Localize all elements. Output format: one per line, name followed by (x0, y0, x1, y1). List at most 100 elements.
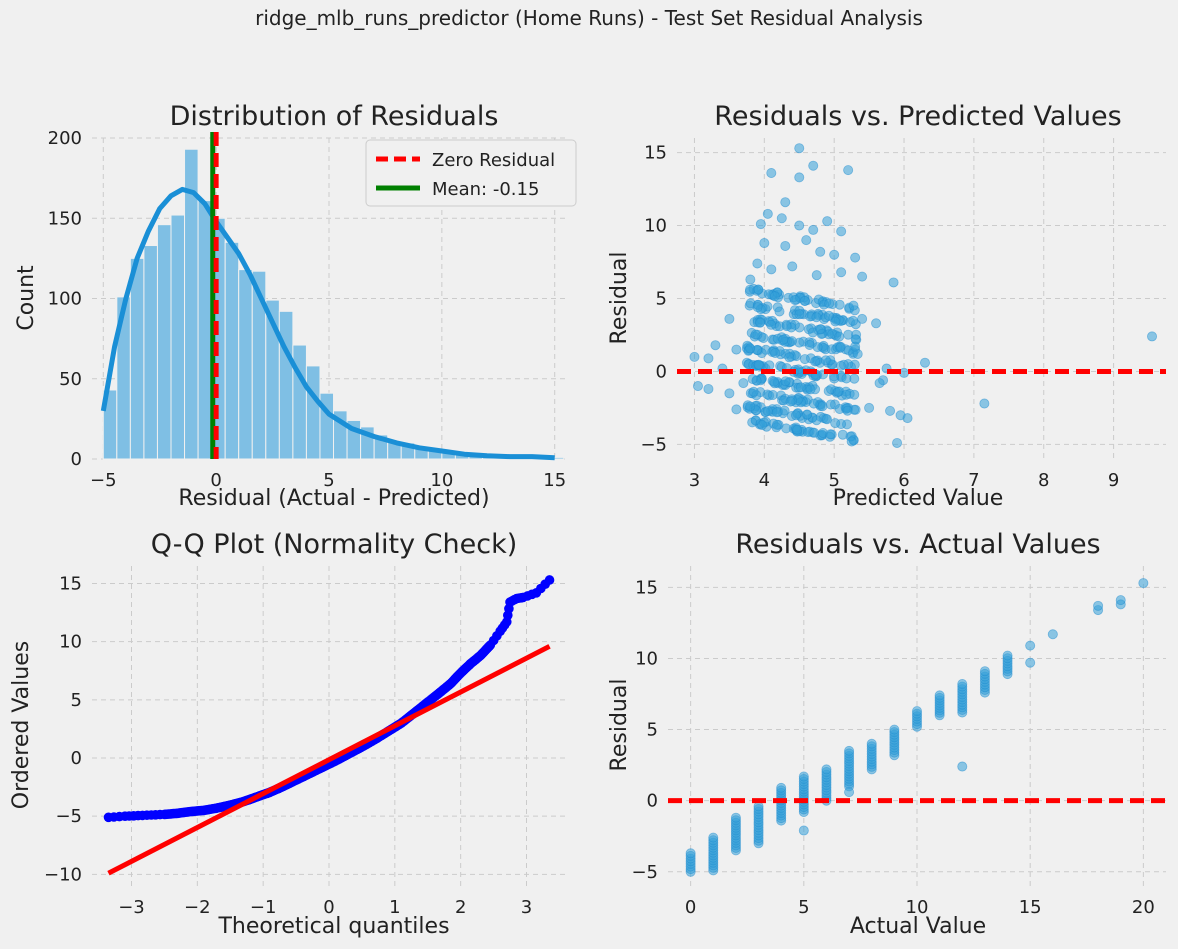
x-tick-label: 0 (685, 897, 696, 918)
residual-point (1115, 595, 1126, 606)
residual-point (745, 401, 756, 412)
residual-point (799, 354, 810, 365)
residuals-vs-predicted-x-label: Predicted Value (833, 486, 1004, 511)
residual-point (815, 246, 826, 257)
residual-point (810, 356, 821, 367)
residual-point (780, 376, 791, 387)
residual-point (769, 376, 780, 387)
histogram-bar (305, 365, 321, 460)
residual-point (1138, 578, 1149, 589)
x-tick-label: 0 (210, 470, 221, 491)
residual-point (812, 342, 823, 353)
residual-point (874, 378, 885, 389)
residual-point (789, 294, 800, 305)
x-tick-label: 6 (898, 470, 909, 491)
residual-point (771, 407, 782, 418)
residual-point (787, 336, 798, 347)
x-tick-label: −1 (250, 897, 277, 918)
residual-point (781, 423, 792, 434)
residual-point (809, 427, 820, 438)
residual-point (841, 373, 852, 384)
histogram-bar (197, 200, 213, 460)
qq-plot-title: Q-Q Plot (Normality Check) (151, 529, 518, 560)
residual-point (799, 295, 810, 306)
residual-point (703, 383, 714, 394)
residual-point (871, 318, 882, 329)
residual-point (781, 321, 792, 332)
residual-point (757, 419, 768, 430)
residual-point (766, 264, 777, 275)
residual-point (979, 398, 990, 409)
residual-point (731, 344, 742, 355)
qq-plot-x-label: Theoretical quantiles (217, 914, 449, 939)
residual-point (753, 284, 764, 295)
y-tick-label: 15 (635, 577, 658, 598)
qq-plot-y-label: Ordered Values (9, 641, 34, 809)
residual-point (772, 419, 783, 430)
residual-point (762, 208, 773, 219)
residual-point (724, 313, 735, 324)
residual-point (844, 745, 855, 756)
residual-point (764, 360, 775, 371)
residual-point (752, 258, 763, 269)
x-tick-label: −3 (118, 897, 145, 918)
y-tick-label: −10 (44, 864, 82, 885)
y-tick-label: −5 (631, 862, 658, 883)
x-tick-label: 15 (543, 470, 566, 491)
x-tick-label: −5 (90, 470, 117, 491)
residuals-vs-actual-y-label: Residual (607, 679, 632, 772)
residual-point (738, 378, 749, 389)
residuals-vs-actual-x-label: Actual Value (850, 914, 986, 939)
residual-point (794, 220, 805, 231)
y-tick-label: 15 (59, 573, 82, 594)
x-tick-label: 5 (828, 470, 839, 491)
y-tick-label: 150 (48, 208, 82, 229)
y-tick-label: 15 (644, 143, 667, 164)
x-tick-label: 5 (798, 897, 809, 918)
histogram-bar (156, 224, 172, 460)
residual-point (822, 414, 833, 425)
residual-point (1025, 657, 1036, 668)
residual-point (824, 298, 835, 309)
residual-point (825, 399, 836, 410)
residual-point (1002, 650, 1013, 661)
residual-point (794, 309, 805, 320)
residual-point (780, 197, 791, 208)
residual-point (802, 409, 813, 420)
residual-point (885, 405, 896, 416)
residual-point (1147, 331, 1158, 342)
residual-point (801, 235, 812, 246)
residual-point (957, 679, 968, 690)
residual-point (843, 165, 854, 176)
residual-point (1025, 640, 1036, 651)
residual-point (857, 313, 868, 324)
x-tick-label: 9 (1108, 470, 1119, 491)
residual-point (753, 359, 764, 370)
qq-reference-line (107, 644, 551, 876)
x-tick-label: 5 (323, 470, 334, 491)
histogram-y-label: Count (14, 265, 39, 331)
residual-point (748, 386, 759, 397)
residual-point (745, 284, 756, 295)
histogram-title: Distribution of Residuals (170, 101, 499, 132)
residual-point (823, 310, 834, 321)
residual-point (755, 317, 766, 328)
y-tick-label: 0 (71, 748, 82, 769)
residual-point (770, 347, 781, 358)
residual-point (1093, 600, 1104, 611)
residual-point (846, 436, 857, 447)
residual-point (766, 319, 777, 330)
residual-point (753, 801, 764, 812)
y-tick-label: 10 (59, 632, 82, 653)
y-tick-label: 50 (59, 369, 82, 390)
residual-point (848, 300, 859, 311)
histogram-x-label: Residual (Actual - Predicted) (178, 486, 489, 511)
residual-point (731, 404, 742, 415)
residual-point (919, 357, 930, 368)
residual-point (834, 299, 845, 310)
residuals-vs-predicted-panel: Residuals vs. Predicted Values 3 4 5 6 7 8 9 −5… (607, 101, 1166, 511)
residual-point (934, 690, 945, 701)
x-tick-label: 2 (455, 897, 466, 918)
residual-point (957, 761, 968, 772)
residual-point (703, 353, 714, 364)
